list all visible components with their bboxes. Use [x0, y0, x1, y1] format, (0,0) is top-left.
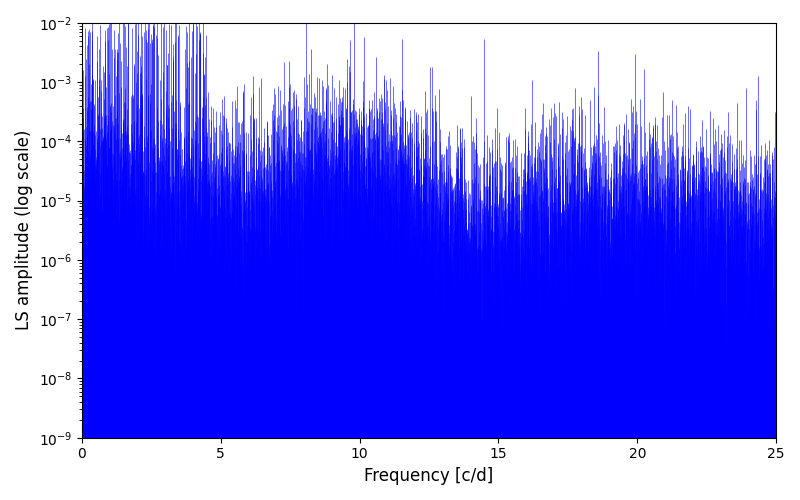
Y-axis label: LS amplitude (log scale): LS amplitude (log scale) [15, 130, 33, 330]
X-axis label: Frequency [c/d]: Frequency [c/d] [364, 467, 494, 485]
